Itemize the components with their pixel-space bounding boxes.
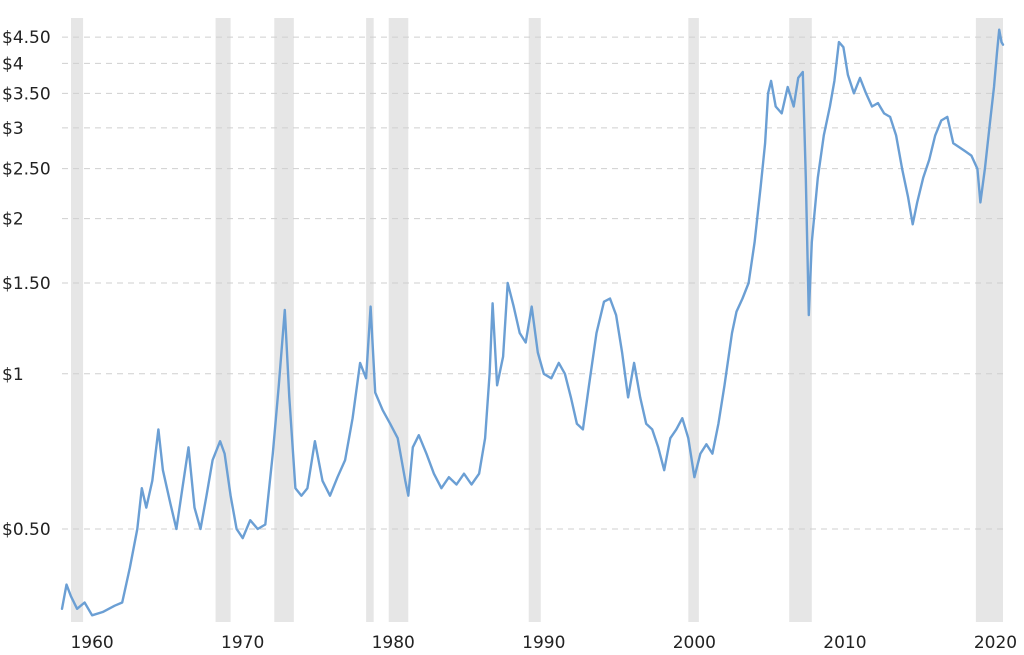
y-tick-label: $3 [2,119,24,139]
price-line [60,28,1005,617]
price-series [60,28,1005,617]
recession-band [215,18,231,622]
x-tick-label: 1970 [221,633,264,653]
x-tick-label: 1960 [70,633,113,653]
x-tick-label: 1980 [372,633,415,653]
y-tick-label: $2.50 [2,160,51,180]
y-tick-label: $2 [2,210,24,230]
recession-band [388,18,409,622]
recession-band [688,18,699,622]
x-tick-label: 2000 [673,633,716,653]
recession-band [975,18,1003,622]
y-axis-tick-labels: $0.50 $1 $1.50 $2 $2.50 $3 $3.50 $4 $4.50 [2,28,51,540]
x-tick-label: 2010 [823,633,866,653]
y-tick-label: $0.50 [2,520,51,540]
x-tick-label: 1990 [522,633,565,653]
y-tick-label: $1.50 [2,274,51,294]
y-tick-label: $1 [2,365,24,385]
recession-band [71,18,84,622]
y-tick-label: $3.50 [2,84,51,104]
y-tick-label: $4.50 [2,28,51,48]
x-tick-label: 2020 [974,633,1017,653]
y-tick-label: $4 [2,54,24,74]
x-axis-tick-labels: 1960 1970 1980 1990 2000 2010 2020 [70,633,1017,653]
recession-bands [71,18,1003,622]
recession-band [789,18,812,622]
